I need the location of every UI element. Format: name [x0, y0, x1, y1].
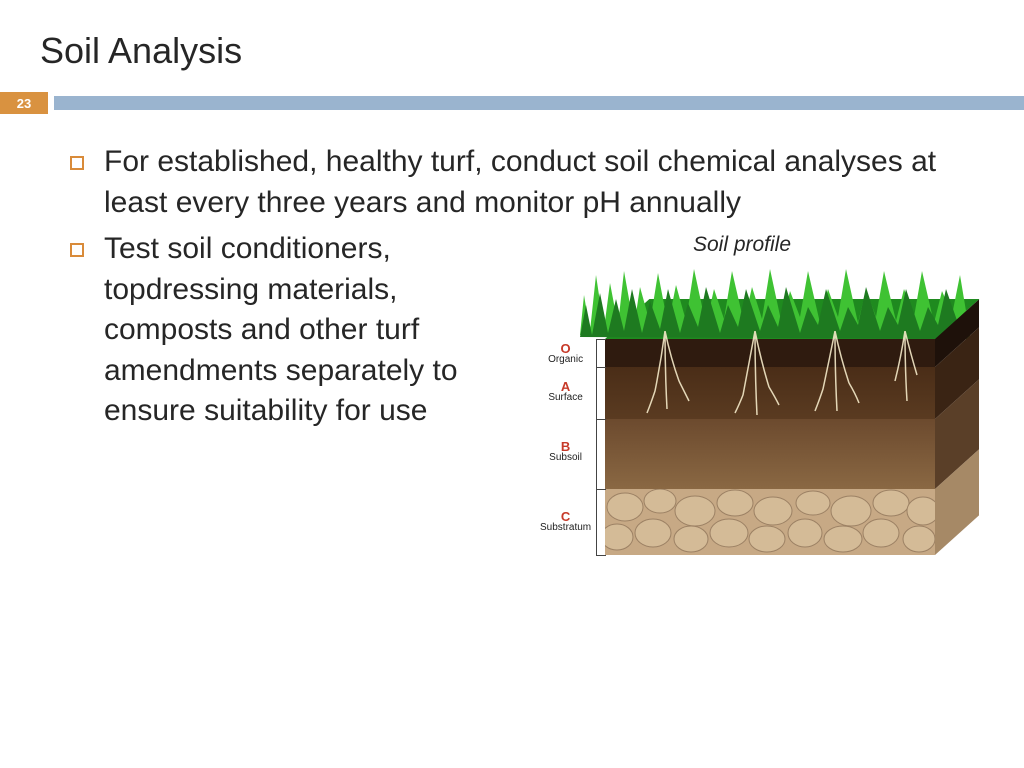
soil-block-diagram: O Organic A Surface B Subsoil C Substrat… — [500, 265, 970, 595]
bullet-1-text: For established, healthy turf, conduct s… — [104, 142, 984, 223]
horizon-c — [605, 489, 935, 555]
horizon-o — [605, 339, 935, 367]
bullet-icon — [70, 156, 84, 170]
bullet-2: Test soil conditioners, topdressing mate… — [70, 229, 500, 589]
label-b-name: Subsoil — [540, 452, 591, 463]
soil-profile-figure: Soil profile — [500, 229, 984, 595]
horizon-labels: O Organic A Surface B Subsoil C Substrat… — [540, 341, 591, 557]
label-o-name: Organic — [540, 354, 591, 365]
horizon-side-face — [935, 299, 979, 555]
horizon-front-face — [605, 339, 935, 555]
header-divider — [54, 96, 1024, 110]
bullet-2-text: Test soil conditioners, topdressing mate… — [104, 229, 500, 589]
header-bar: 23 — [0, 92, 1024, 114]
scale-line — [596, 339, 604, 555]
page-number-badge: 23 — [0, 92, 48, 114]
content-area: For established, healthy turf, conduct s… — [0, 142, 1024, 595]
bullet-icon — [70, 243, 84, 257]
horizon-b — [605, 419, 935, 489]
horizon-a — [605, 367, 935, 419]
label-a-name: Surface — [540, 392, 591, 403]
rocks-icon — [605, 489, 935, 555]
grass-top-face — [605, 299, 979, 339]
page-title: Soil Analysis — [0, 0, 1024, 92]
figure-caption: Soil profile — [500, 233, 984, 257]
bullet-1: For established, healthy turf, conduct s… — [70, 142, 984, 223]
label-c-name: Substratum — [540, 522, 591, 533]
